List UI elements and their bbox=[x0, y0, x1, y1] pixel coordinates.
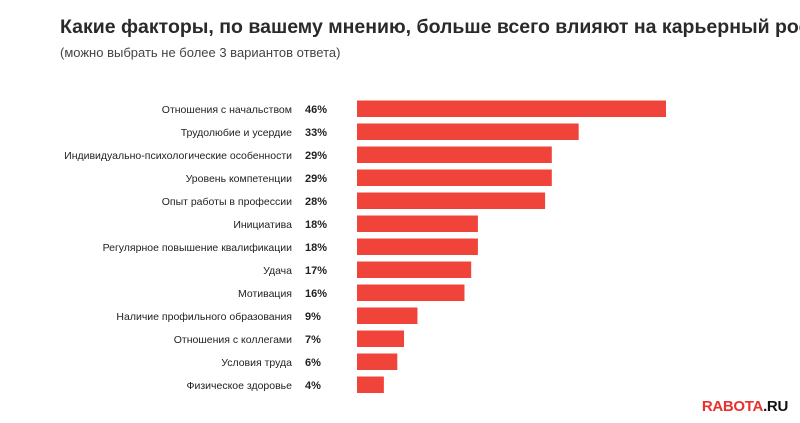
bar bbox=[357, 192, 546, 209]
category-label: Индивидуально-психологические особенност… bbox=[64, 150, 292, 162]
value-label: 9% bbox=[305, 311, 321, 323]
value-label: 18% bbox=[305, 219, 327, 231]
bar bbox=[357, 284, 465, 301]
value-label: 29% bbox=[305, 150, 327, 162]
value-label: 7% bbox=[305, 334, 321, 346]
category-label: Наличие профильного образования bbox=[116, 311, 292, 323]
value-label: 28% bbox=[305, 196, 327, 208]
bar bbox=[357, 100, 666, 117]
category-label: Регулярное повышение квалификации bbox=[103, 242, 293, 254]
category-label: Инициатива bbox=[233, 219, 292, 231]
category-label: Удача bbox=[263, 265, 292, 277]
value-label: 6% bbox=[305, 357, 321, 369]
bar bbox=[357, 307, 418, 324]
bar bbox=[357, 215, 478, 232]
category-label: Физическое здоровье bbox=[186, 380, 292, 392]
category-label: Опыт работы в профессии bbox=[162, 196, 292, 208]
bar bbox=[357, 353, 398, 370]
category-label: Отношения с начальством bbox=[162, 104, 292, 116]
rabota-logo: RABOTA.RU bbox=[701, 398, 788, 415]
bar bbox=[357, 146, 552, 163]
category-label: Условия труда bbox=[221, 357, 292, 369]
category-label: Трудолюбие и усердие bbox=[181, 127, 292, 139]
bar bbox=[357, 330, 405, 347]
value-label: 33% bbox=[305, 127, 327, 139]
bar bbox=[357, 376, 384, 393]
value-label: 18% bbox=[305, 242, 327, 254]
value-label: 29% bbox=[305, 173, 327, 185]
bar bbox=[357, 169, 552, 186]
value-label: 4% bbox=[305, 380, 321, 392]
chart-subtitle: (можно выбрать не более 3 вариантов отве… bbox=[60, 45, 341, 60]
bar bbox=[357, 123, 579, 140]
category-label: Мотивация bbox=[238, 288, 292, 300]
bar bbox=[357, 238, 478, 255]
bar bbox=[357, 261, 472, 278]
category-label: Уровень компетенции bbox=[186, 173, 293, 185]
chart-title: Какие факторы, по вашему мнению, больше … bbox=[60, 16, 800, 38]
value-label: 17% bbox=[305, 265, 327, 277]
category-label: Отношения с коллегами bbox=[174, 334, 292, 346]
value-label: 46% bbox=[305, 104, 327, 116]
value-label: 16% bbox=[305, 288, 327, 300]
